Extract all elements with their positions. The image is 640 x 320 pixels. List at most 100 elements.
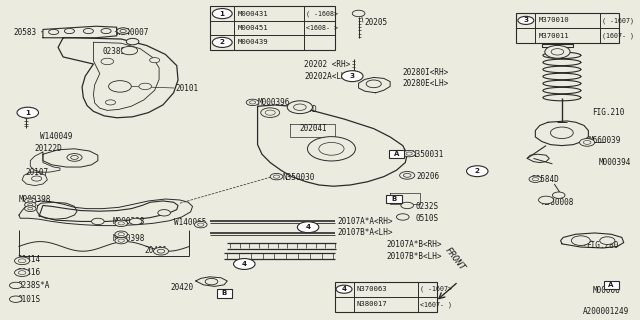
Text: M000398: M000398 xyxy=(19,195,51,204)
Text: FIG.210: FIG.210 xyxy=(592,108,625,116)
Circle shape xyxy=(24,202,36,208)
Text: 20202A<LH>: 20202A<LH> xyxy=(304,72,351,81)
Text: M000431: M000431 xyxy=(237,11,268,17)
Circle shape xyxy=(212,37,232,47)
Text: N350031: N350031 xyxy=(412,150,444,159)
Circle shape xyxy=(83,28,93,34)
Text: 1: 1 xyxy=(220,11,225,17)
Text: 20107B*B<LH>: 20107B*B<LH> xyxy=(387,252,442,261)
Circle shape xyxy=(70,156,78,159)
Text: 3: 3 xyxy=(350,73,355,79)
Circle shape xyxy=(342,71,363,82)
Text: W140049: W140049 xyxy=(40,132,72,141)
Text: B: B xyxy=(391,196,397,202)
Text: B: B xyxy=(221,291,227,296)
Text: M370011: M370011 xyxy=(538,33,569,39)
FancyBboxPatch shape xyxy=(387,195,401,203)
Text: 20584D: 20584D xyxy=(532,175,559,184)
Circle shape xyxy=(270,173,283,180)
Text: 0238S*A: 0238S*A xyxy=(18,281,50,290)
Text: (1607- ): (1607- ) xyxy=(602,32,634,39)
Text: 20107: 20107 xyxy=(25,168,49,177)
Circle shape xyxy=(28,204,33,206)
Text: 20204I: 20204I xyxy=(300,124,328,133)
Text: M000451: M000451 xyxy=(237,25,268,31)
Text: M660039: M660039 xyxy=(588,136,621,145)
Text: 4: 4 xyxy=(342,286,347,292)
Circle shape xyxy=(115,220,127,227)
Circle shape xyxy=(396,214,409,220)
Circle shape xyxy=(92,218,104,225)
Text: ( -1607>: ( -1607> xyxy=(420,286,452,292)
Text: 20204D: 20204D xyxy=(289,105,317,114)
Circle shape xyxy=(19,271,26,275)
Text: FRONT: FRONT xyxy=(443,246,467,273)
Circle shape xyxy=(538,196,554,204)
Circle shape xyxy=(600,237,615,244)
FancyBboxPatch shape xyxy=(604,281,619,289)
Text: 4: 4 xyxy=(305,224,310,230)
Circle shape xyxy=(399,172,415,179)
Text: 0510S: 0510S xyxy=(415,214,438,223)
Text: M00006: M00006 xyxy=(592,286,620,295)
Text: 20414: 20414 xyxy=(18,255,41,264)
Circle shape xyxy=(106,100,116,105)
Circle shape xyxy=(265,110,275,115)
Text: ( -1607): ( -1607) xyxy=(602,17,634,24)
Text: 20202 <RH>: 20202 <RH> xyxy=(304,60,351,68)
Text: 20107B*A<LH>: 20107B*A<LH> xyxy=(338,228,393,237)
Text: 0238S*B: 0238S*B xyxy=(102,47,134,56)
Text: <1608- >: <1608- > xyxy=(305,25,337,31)
Text: N370063: N370063 xyxy=(356,286,387,292)
Circle shape xyxy=(246,99,259,106)
Circle shape xyxy=(15,269,29,276)
Circle shape xyxy=(31,176,42,181)
Text: N380017: N380017 xyxy=(356,301,387,308)
Circle shape xyxy=(139,83,152,90)
Circle shape xyxy=(580,139,595,146)
Circle shape xyxy=(307,137,355,161)
Circle shape xyxy=(583,140,591,144)
Circle shape xyxy=(401,202,413,209)
Text: 2: 2 xyxy=(475,168,480,174)
Text: 20401: 20401 xyxy=(144,246,167,255)
Circle shape xyxy=(116,28,129,34)
Text: A: A xyxy=(609,282,614,288)
Text: 20122D: 20122D xyxy=(35,144,63,153)
Circle shape xyxy=(205,278,218,285)
Text: ( -1608>: ( -1608> xyxy=(305,10,337,17)
Text: M000394: M000394 xyxy=(598,158,631,167)
Text: 20101: 20101 xyxy=(175,84,198,92)
Circle shape xyxy=(551,49,564,55)
Circle shape xyxy=(157,249,164,253)
Circle shape xyxy=(10,282,22,289)
Circle shape xyxy=(150,58,160,63)
Circle shape xyxy=(356,290,363,293)
Circle shape xyxy=(298,222,319,233)
Circle shape xyxy=(65,28,74,34)
Text: M000398: M000398 xyxy=(113,234,145,243)
Text: 20107A*B<RH>: 20107A*B<RH> xyxy=(387,240,442,249)
Circle shape xyxy=(198,223,204,226)
Text: FIG.280: FIG.280 xyxy=(586,241,618,250)
Circle shape xyxy=(545,45,570,58)
Circle shape xyxy=(250,101,256,104)
Text: A200001249: A200001249 xyxy=(582,307,628,316)
Circle shape xyxy=(19,259,26,263)
Text: W140065: W140065 xyxy=(173,218,206,227)
Circle shape xyxy=(212,9,232,19)
Text: 20420: 20420 xyxy=(170,284,193,292)
Circle shape xyxy=(336,285,352,293)
Circle shape xyxy=(550,127,573,139)
Text: <1607- ): <1607- ) xyxy=(420,301,452,308)
Circle shape xyxy=(273,175,280,178)
Circle shape xyxy=(28,207,33,210)
Circle shape xyxy=(154,247,168,255)
Text: 20280E<LH>: 20280E<LH> xyxy=(403,79,449,88)
Circle shape xyxy=(294,104,306,110)
FancyBboxPatch shape xyxy=(216,289,232,298)
Circle shape xyxy=(115,237,127,244)
Text: 1: 1 xyxy=(25,110,30,116)
Text: W140007: W140007 xyxy=(116,28,148,36)
Text: 2: 2 xyxy=(220,39,225,45)
